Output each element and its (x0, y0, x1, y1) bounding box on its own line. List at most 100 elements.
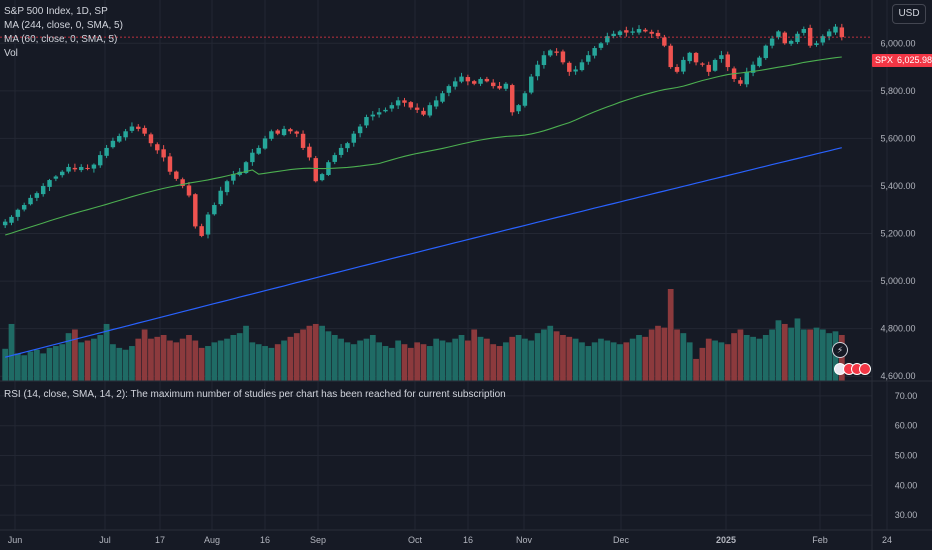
volume-bar (426, 346, 433, 381)
volume-bar (103, 323, 110, 381)
candle-body (738, 80, 743, 84)
volume-bar (528, 340, 535, 381)
volume-bar (350, 344, 357, 381)
candle-body (510, 85, 515, 113)
volume-bar (617, 344, 623, 381)
volume-bar (541, 329, 547, 381)
volume-bar (211, 342, 218, 381)
candle-body (497, 85, 502, 89)
candle-body (34, 193, 40, 198)
candle-body (218, 190, 223, 205)
rsi-tick: 40.00 (895, 480, 918, 490)
time-tick: Aug (204, 535, 220, 545)
volume-bar (705, 338, 712, 381)
candle-body (440, 93, 445, 102)
rsi-tick: 30.00 (895, 510, 918, 520)
volume-bar (686, 342, 693, 381)
lightning-icon[interactable]: ⚡ (832, 342, 848, 358)
legend-ma60[interactable]: MA (60, close, 0, SMA, 5) (4, 34, 118, 45)
candle-body (624, 30, 629, 33)
volume-bar (553, 331, 560, 381)
candle-body (414, 107, 420, 110)
candle-body (839, 27, 845, 38)
volume-bar (642, 336, 649, 381)
currency-button[interactable]: USD (892, 4, 926, 24)
volume-bar (141, 329, 148, 381)
event-icon[interactable] (859, 363, 871, 375)
candle-body (408, 102, 414, 108)
legend-vol[interactable]: Vol (4, 48, 18, 59)
volume-bar (357, 340, 363, 381)
volume-bar (819, 329, 826, 381)
volume-bar (167, 340, 173, 381)
volume-bar (636, 335, 642, 381)
candle-body (826, 31, 832, 37)
volume-bar (781, 323, 788, 381)
volume-bar (205, 346, 211, 381)
candle-body (136, 126, 141, 129)
candle-body (281, 128, 287, 136)
candle-body (617, 31, 623, 35)
volume-bar (110, 344, 116, 381)
time-tick: Nov (516, 535, 533, 545)
candle-body (687, 52, 692, 62)
volume-bar (477, 336, 484, 381)
volume-bar (407, 347, 414, 381)
candle-body (643, 29, 648, 32)
candle-body (389, 105, 395, 109)
candle-body (85, 167, 90, 169)
candle-body (288, 129, 293, 132)
candle-body (66, 166, 71, 172)
legend-symbol[interactable]: S&P 500 Index, 1D, SP (4, 6, 108, 17)
last-price-ticker: SPX (872, 54, 897, 67)
volume-bar (53, 346, 59, 381)
volume-bar (471, 329, 478, 381)
candle-body (567, 62, 572, 72)
volume-bar (718, 342, 725, 381)
volume-bar (693, 358, 699, 381)
candle-body (224, 181, 230, 193)
price-tick: 4,800.00 (880, 324, 915, 334)
volume-bar (91, 338, 97, 381)
candle-body (294, 131, 299, 134)
candle-body (47, 180, 52, 187)
volume-bar (667, 289, 674, 381)
volume-bar (775, 320, 782, 381)
volume-bar (794, 318, 801, 381)
candle-body (193, 194, 198, 227)
volume-bar (452, 338, 459, 381)
volume-bar (325, 331, 332, 381)
candle-body (522, 93, 528, 106)
volume-bar (464, 340, 471, 381)
candle-body (332, 155, 337, 162)
legend-rsi[interactable]: RSI (14, close, SMA, 14, 2): The maximum… (4, 389, 506, 400)
volume-bar (395, 340, 402, 381)
candle-body (478, 78, 483, 84)
volume-bar (173, 342, 180, 381)
volume-bar (262, 346, 268, 381)
candle-body (757, 57, 762, 67)
candles (2, 23, 845, 239)
legend-ma244[interactable]: MA (244, close, 0, SMA, 5) (4, 20, 123, 31)
candle-body (725, 54, 730, 68)
candle-body (307, 146, 312, 158)
volume-bar (515, 335, 522, 381)
candle-body (744, 71, 749, 85)
candle-body (364, 117, 369, 126)
volume-bar (179, 338, 186, 381)
candle-body (750, 64, 756, 73)
volume-bar (566, 336, 573, 381)
candle-body (586, 55, 591, 62)
candle-body (579, 62, 585, 71)
last-price-value: 6,025.98 (894, 54, 932, 67)
volume-bar (382, 346, 389, 381)
candle-body (212, 205, 217, 215)
time-tick: 17 (155, 535, 165, 545)
price-tick: 5,800.00 (880, 86, 915, 96)
rsi-tick: 70.00 (895, 391, 918, 401)
candle-body (573, 69, 578, 72)
candle-body (611, 33, 616, 37)
candle-body (693, 52, 699, 63)
volume-bar (522, 338, 528, 381)
